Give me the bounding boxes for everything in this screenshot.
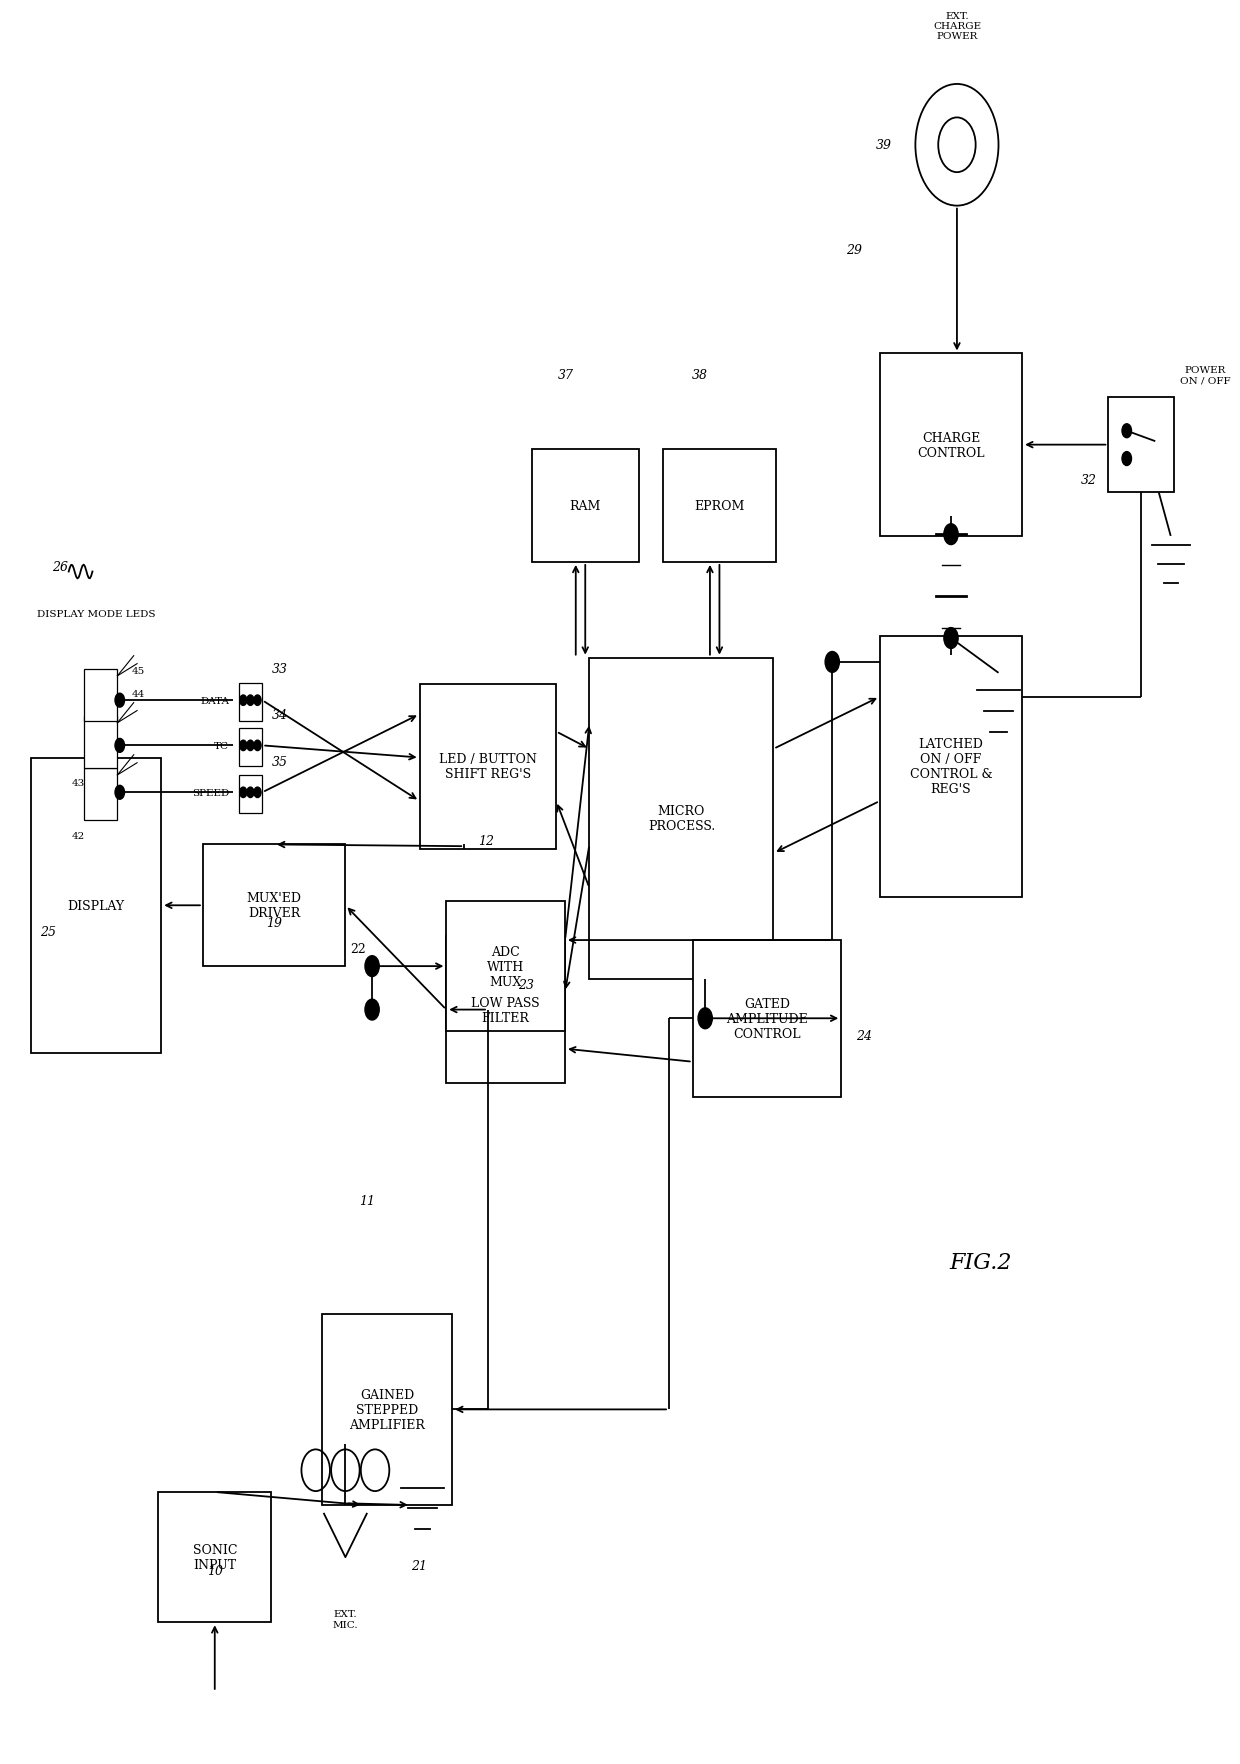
Circle shape (239, 741, 247, 751)
FancyBboxPatch shape (84, 769, 118, 820)
FancyBboxPatch shape (84, 670, 118, 721)
FancyBboxPatch shape (321, 1314, 453, 1505)
FancyBboxPatch shape (663, 450, 776, 563)
Text: GATED
AMPLITUDE
CONTROL: GATED AMPLITUDE CONTROL (727, 997, 807, 1041)
Circle shape (239, 789, 247, 797)
Text: EXT.
MIC.: EXT. MIC. (332, 1609, 358, 1628)
FancyBboxPatch shape (589, 658, 774, 979)
FancyBboxPatch shape (879, 355, 1022, 536)
FancyBboxPatch shape (879, 637, 1022, 898)
Text: 44: 44 (131, 690, 145, 699)
FancyBboxPatch shape (159, 1492, 272, 1623)
Text: EXT.
CHARGE
POWER: EXT. CHARGE POWER (932, 12, 981, 42)
Text: 34: 34 (272, 707, 288, 721)
Circle shape (1122, 425, 1132, 439)
Text: POWER
ON / OFF: POWER ON / OFF (1179, 367, 1230, 386)
Text: 24: 24 (856, 1030, 872, 1043)
Circle shape (1122, 452, 1132, 466)
Text: LOW PASS
FILTER: LOW PASS FILTER (471, 997, 539, 1025)
Text: 26: 26 (52, 561, 68, 573)
Text: SONIC
INPUT: SONIC INPUT (192, 1544, 237, 1572)
Text: 12: 12 (477, 834, 494, 847)
Text: LED / BUTTON
SHIFT REG'S: LED / BUTTON SHIFT REG'S (439, 753, 537, 781)
Text: 11: 11 (360, 1194, 374, 1208)
Text: 38: 38 (692, 369, 708, 381)
FancyBboxPatch shape (203, 845, 346, 967)
FancyBboxPatch shape (1109, 397, 1174, 494)
Text: 42: 42 (72, 831, 84, 840)
Text: 45: 45 (131, 667, 145, 676)
Text: 25: 25 (41, 926, 57, 938)
Text: 22: 22 (351, 942, 366, 956)
Text: EPROM: EPROM (694, 499, 745, 513)
FancyBboxPatch shape (446, 937, 565, 1083)
Text: 10: 10 (207, 1565, 223, 1577)
Text: 19: 19 (267, 917, 283, 930)
Circle shape (247, 741, 254, 751)
Text: LATCHED
ON / OFF
CONTROL &
REG'S: LATCHED ON / OFF CONTROL & REG'S (910, 737, 992, 796)
Text: 21: 21 (410, 1559, 427, 1572)
Circle shape (698, 1009, 712, 1028)
Circle shape (115, 787, 124, 799)
FancyBboxPatch shape (238, 729, 262, 767)
Text: 33: 33 (272, 663, 288, 676)
FancyBboxPatch shape (84, 716, 118, 769)
Text: 37: 37 (558, 369, 573, 381)
Text: MICRO
PROCESS.: MICRO PROCESS. (647, 804, 715, 833)
Circle shape (944, 628, 959, 649)
Circle shape (247, 789, 254, 797)
Circle shape (239, 695, 247, 706)
FancyBboxPatch shape (446, 901, 565, 1032)
Circle shape (825, 653, 839, 674)
Circle shape (254, 789, 262, 797)
Text: MUX'ED
DRIVER: MUX'ED DRIVER (247, 893, 301, 919)
FancyBboxPatch shape (238, 776, 262, 813)
Circle shape (944, 524, 959, 545)
Circle shape (115, 693, 124, 707)
Circle shape (365, 956, 379, 977)
Circle shape (247, 695, 254, 706)
Text: 29: 29 (846, 243, 862, 256)
Text: SPEED: SPEED (192, 789, 229, 797)
Text: DATA: DATA (200, 697, 229, 706)
Text: 35: 35 (272, 755, 288, 767)
Text: 23: 23 (517, 979, 533, 991)
FancyBboxPatch shape (238, 683, 262, 721)
FancyBboxPatch shape (419, 684, 557, 848)
Circle shape (254, 741, 262, 751)
Text: ADC
WITH
MUX: ADC WITH MUX (487, 946, 525, 988)
Text: CHARGE
CONTROL: CHARGE CONTROL (918, 432, 985, 459)
Text: DISPLAY MODE LEDS: DISPLAY MODE LEDS (37, 610, 155, 619)
Circle shape (115, 739, 124, 753)
Text: RAM: RAM (569, 499, 601, 513)
Circle shape (365, 1000, 379, 1020)
Text: GAINED
STEPPED
AMPLIFIER: GAINED STEPPED AMPLIFIER (348, 1388, 425, 1431)
Text: TC: TC (215, 741, 229, 750)
FancyBboxPatch shape (693, 940, 841, 1097)
Text: DISPLAY: DISPLAY (67, 900, 124, 912)
FancyBboxPatch shape (532, 450, 639, 563)
Text: 43: 43 (72, 780, 84, 789)
Text: 39: 39 (875, 139, 892, 152)
Text: FIG.2: FIG.2 (950, 1251, 1012, 1274)
Circle shape (254, 695, 262, 706)
Text: 32: 32 (1080, 475, 1096, 487)
FancyBboxPatch shape (31, 759, 161, 1053)
